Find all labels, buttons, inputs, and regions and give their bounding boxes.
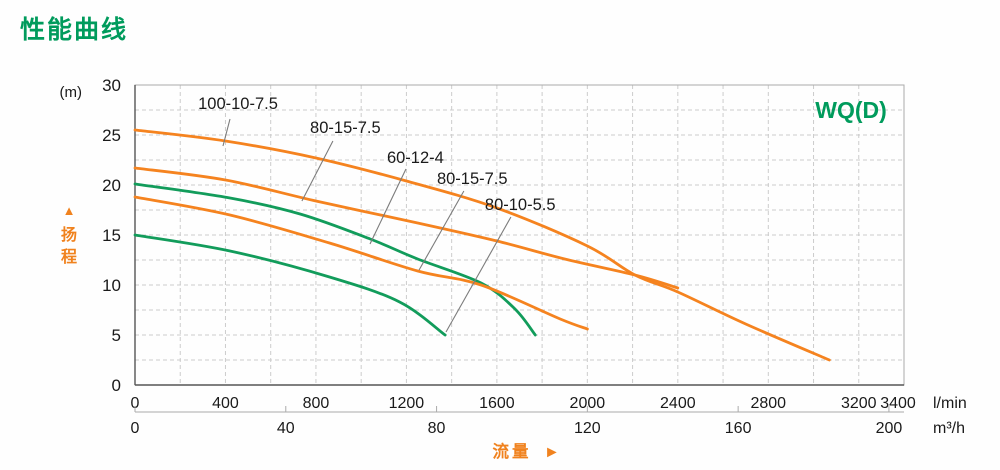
curve-80-10-5.5 xyxy=(133,233,447,337)
annotation-leader-line xyxy=(445,216,512,333)
annotation-leader-line xyxy=(222,118,231,147)
unit-lmin-label: l/min xyxy=(933,395,967,412)
annotation-leader-line xyxy=(369,168,407,245)
x-axis-lmin-tick-label: 3200 xyxy=(841,395,877,412)
annotation-model-label: 80-10-5.5 xyxy=(485,196,556,214)
series-family-label: WQ(D) xyxy=(815,97,887,123)
annotation-model-label: 100-10-7.5 xyxy=(198,95,278,113)
flow-axis-arrow-icon: ► xyxy=(544,444,560,461)
x-axis-lmin-tick-label: 2000 xyxy=(570,395,606,412)
curve-80-15-7.5 xyxy=(133,166,680,290)
unit-m3h-label: m³/h xyxy=(933,420,965,437)
x-axis-lmin-tick-label: 1600 xyxy=(479,395,515,412)
annotation-model-label: 80-15-7.5 xyxy=(310,119,381,137)
x-axis-m3h-tick-label: 160 xyxy=(725,420,752,437)
y-axis-tick-label: 20 xyxy=(102,176,121,195)
x-axis-lmin-tick-label: 1200 xyxy=(389,395,425,412)
x-axis-m3h-tick-label: 40 xyxy=(277,420,295,437)
x-axis-lmin-tick-label: 3400 xyxy=(880,395,916,412)
curve-60-12-4 xyxy=(133,182,537,337)
x-axis-m3h-tick-label: 120 xyxy=(574,420,601,437)
x-axis-lmin-tick-label: 0 xyxy=(131,395,140,412)
y-axis-tick-label: 0 xyxy=(112,376,121,395)
x-axis-m3h-tick-label: 200 xyxy=(876,420,903,437)
y-unit-label: (m) xyxy=(60,84,83,101)
y-axis-tick-label: 30 xyxy=(102,76,121,95)
x-axis-lmin-tick-label: 800 xyxy=(303,395,330,412)
annotation-leader-line xyxy=(418,190,465,271)
head-axis-label: 程 xyxy=(61,248,77,266)
grid-lines xyxy=(135,85,904,385)
x-axis-lmin-tick-label: 2800 xyxy=(750,395,786,412)
curve-80-15-7.5 xyxy=(133,195,589,331)
head-axis-arrow-icon: ▲ xyxy=(63,203,76,218)
flow-axis-label: 流量 xyxy=(493,441,532,461)
annotation-leader-line xyxy=(301,140,334,202)
annotation-model-label: 80-15-7.5 xyxy=(437,170,508,188)
x-axis-m3h-tick-label: 0 xyxy=(131,420,140,437)
y-axis-tick-label: 25 xyxy=(102,126,121,145)
page-title: 性能曲线 xyxy=(20,16,129,44)
y-axis-tick-label: 10 xyxy=(102,276,121,295)
x-axis-m3h-tick-label: 80 xyxy=(428,420,446,437)
head-axis-label: 扬 xyxy=(61,225,77,244)
annotation-model-label: 60-12-4 xyxy=(387,149,444,167)
x-axis-lmin-tick-label: 400 xyxy=(212,395,239,412)
y-axis-tick-label: 5 xyxy=(112,326,121,345)
curve-100-10-7.5 xyxy=(133,128,831,362)
y-axis-tick-label: 15 xyxy=(102,226,121,245)
x-axis-lmin-tick-label: 2400 xyxy=(660,395,696,412)
